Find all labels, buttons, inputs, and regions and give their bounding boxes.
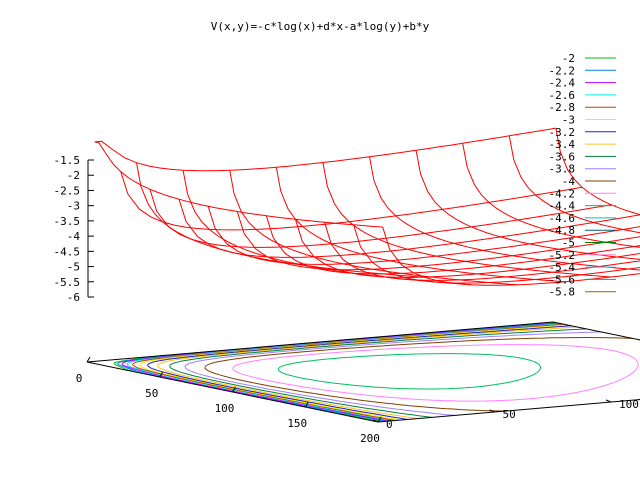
contour-line xyxy=(169,328,587,418)
legend-label: -5.4 xyxy=(549,261,576,274)
contour-line xyxy=(147,325,572,420)
y-tick-mark xyxy=(489,409,495,413)
x-tick-label: 0 xyxy=(76,372,83,385)
legend-label: -5 xyxy=(562,237,575,250)
surface-line-y xyxy=(275,167,565,283)
contour-line xyxy=(121,322,560,422)
x-tick-mark xyxy=(304,401,309,408)
z-tick-label: -4.5 xyxy=(54,245,81,258)
x-tick-label: 200 xyxy=(360,432,380,445)
y-tick-mark xyxy=(605,399,612,403)
legend-label: -2.4 xyxy=(549,77,576,90)
legend-label: -3.4 xyxy=(549,138,576,151)
surface-line-y xyxy=(229,170,518,286)
legend-label: -3.6 xyxy=(549,150,576,163)
x-tick-mark xyxy=(377,416,382,423)
z-tick-label: -5.5 xyxy=(54,276,81,289)
contour-line xyxy=(132,323,565,421)
z-tick-label: -6 xyxy=(67,291,80,304)
legend-label: -5.6 xyxy=(549,273,576,286)
legend-label: -5.2 xyxy=(549,249,576,262)
x-tick-mark xyxy=(159,371,164,378)
x-tick-mark xyxy=(86,356,91,363)
surface-line-y xyxy=(182,170,472,286)
legend: -2-2.2-2.4-2.6-2.8-3-3.2-3.4-3.6-3.8-4-4… xyxy=(549,52,616,299)
legend-label: -4.4 xyxy=(549,200,576,213)
surface-line-y xyxy=(508,135,640,234)
y-tick-label: 50 xyxy=(503,408,516,421)
z-tick-label: -5 xyxy=(67,261,80,274)
z-tick-label: -4 xyxy=(67,230,81,243)
legend-label: -4.8 xyxy=(549,224,576,237)
contour-line xyxy=(117,322,559,422)
z-tick-label: -3 xyxy=(67,200,80,213)
surface-line-y xyxy=(415,150,640,260)
x-tick-label: 50 xyxy=(145,387,158,400)
legend-label: -4.2 xyxy=(549,187,576,200)
contour-line xyxy=(184,331,602,416)
legend-label: -2.6 xyxy=(549,89,576,102)
legend-label: -4 xyxy=(562,175,576,188)
legend-label: -3 xyxy=(562,114,575,127)
base-plane-layer xyxy=(86,321,640,423)
legend-label: -2.2 xyxy=(549,64,576,77)
surface-mesh-layer xyxy=(94,127,640,286)
x-tick-mark xyxy=(232,386,236,393)
contour-line xyxy=(277,353,541,390)
z-tick-label: -1.5 xyxy=(54,154,81,167)
contour-line xyxy=(126,323,562,422)
surface-line-x xyxy=(94,127,556,172)
z-tick-label: -3.5 xyxy=(54,215,81,228)
surface-line-x xyxy=(236,211,640,271)
legend-label: -2.8 xyxy=(549,101,576,114)
legend-label: -3.8 xyxy=(549,163,576,176)
legend-label: -5.8 xyxy=(549,286,576,299)
legend-label: -4.6 xyxy=(549,212,576,225)
x-tick-label: 150 xyxy=(287,417,307,430)
base-plane-outline xyxy=(86,321,640,423)
z-axis-layer: -1.5 -2 -2.5 -3 -3.5 -4 -4.5 -5 -5.5 -6 xyxy=(54,154,94,304)
contour-line xyxy=(232,344,639,402)
z-tick-label: -2 xyxy=(67,169,80,182)
z-tick-label: -2.5 xyxy=(54,184,81,197)
x-tick-label: 100 xyxy=(215,402,235,415)
legend-label: -2 xyxy=(562,52,575,65)
x-axis-layer: 0 50 100 150 200 xyxy=(76,356,382,445)
contour-line xyxy=(157,326,578,420)
contour-line xyxy=(204,337,640,412)
surface-line-y xyxy=(322,162,612,278)
chart-title: V(x,y)=-c*log(x)+d*x-a*log(y)+b*y xyxy=(211,20,430,33)
y-tick-label: 100 xyxy=(619,398,639,411)
surface-line-y xyxy=(136,162,425,278)
surface-line-y xyxy=(94,141,383,228)
y-tick-mark xyxy=(372,419,379,423)
y-tick-label: 0 xyxy=(386,418,393,431)
surface-line-y xyxy=(555,128,640,216)
legend-label: -3.2 xyxy=(549,126,576,139)
